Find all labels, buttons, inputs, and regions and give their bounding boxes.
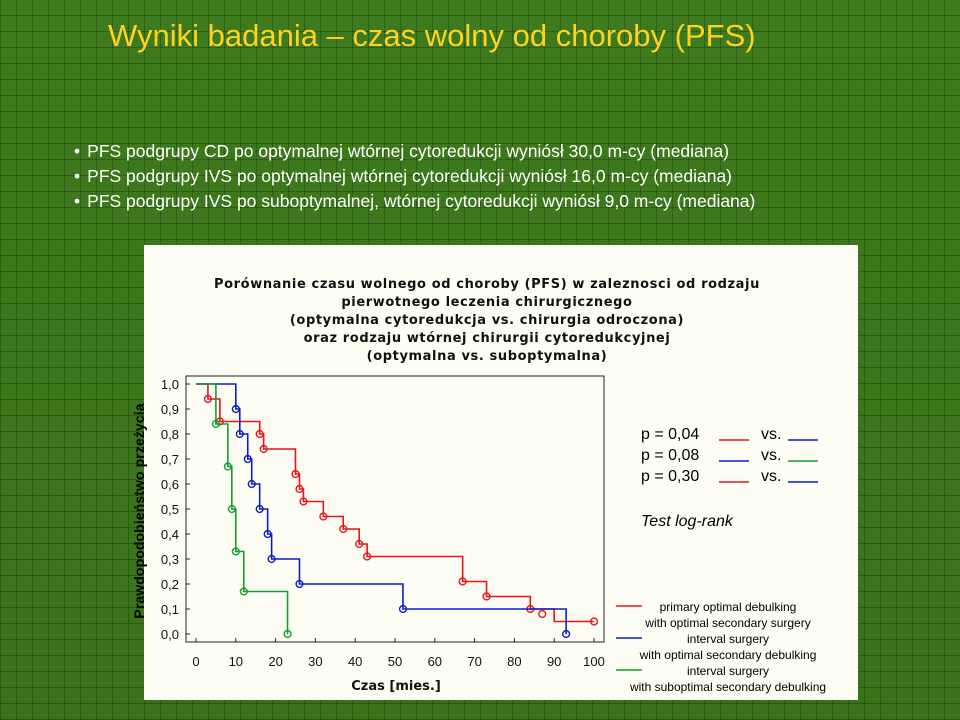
censor-marker bbox=[295, 484, 304, 494]
censor-marker bbox=[211, 419, 221, 429]
x-tick-label: 40 bbox=[348, 654, 362, 669]
censor-marker bbox=[538, 609, 547, 619]
y-tick-label: 0,7 bbox=[161, 452, 179, 467]
y-tick-label: 0,2 bbox=[161, 577, 179, 592]
censor-marker bbox=[398, 604, 408, 614]
y-tick-label: 0,6 bbox=[161, 477, 179, 492]
censor-marker bbox=[231, 547, 240, 556]
km-series bbox=[196, 383, 292, 639]
censor-marker bbox=[283, 629, 292, 639]
km-series bbox=[196, 383, 599, 626]
plot-frame bbox=[185, 375, 605, 643]
x-tick-label: 0 bbox=[192, 654, 199, 669]
p-value-text: p = 0,30 bbox=[641, 468, 699, 485]
x-tick-label: 60 bbox=[428, 654, 442, 669]
x-tick-label: 30 bbox=[308, 654, 322, 669]
slide-title: Wyniki badania – czas wolny od choroby (… bbox=[108, 18, 756, 53]
y-tick-label: 0,9 bbox=[161, 402, 179, 417]
y-tick-label: 0,3 bbox=[161, 552, 179, 567]
x-tick-label: 20 bbox=[268, 654, 282, 669]
log-rank-label: Test log-rank bbox=[641, 513, 734, 530]
x-axis-label: Czas [mies.] bbox=[351, 679, 441, 694]
censor-marker bbox=[223, 462, 232, 471]
x-tick-label: 70 bbox=[467, 654, 481, 669]
y-tick-label: 0,8 bbox=[161, 427, 179, 442]
censor-marker bbox=[589, 617, 599, 626]
chart-title-line: (optymalna cytoredukcja vs. chirurgia od… bbox=[290, 313, 684, 328]
x-axis-ticks: 0 10 20 30 40 50 60 70 80 90 100 bbox=[192, 638, 605, 669]
censor-marker bbox=[319, 512, 328, 521]
bullet-item: PFS podgrupy CD po optymalnej wtórnej cy… bbox=[74, 139, 755, 164]
censor-marker bbox=[235, 429, 244, 439]
x-tick-label: 10 bbox=[229, 654, 243, 669]
censor-marker bbox=[255, 504, 264, 514]
km-step-line bbox=[196, 383, 594, 623]
x-tick-label: 100 bbox=[583, 654, 605, 669]
vs-text: vs. bbox=[761, 447, 781, 464]
vs-text: vs. bbox=[761, 426, 781, 443]
legend-label: primary optimal debulking bbox=[660, 600, 797, 614]
y-tick-label: 1,0 bbox=[161, 377, 179, 392]
x-tick-label: 80 bbox=[507, 654, 521, 669]
censor-marker bbox=[259, 444, 268, 454]
chart-title-line: oraz rodzaju wtórnej chirurgii cytoreduk… bbox=[304, 331, 671, 346]
plot-border bbox=[185, 375, 605, 643]
y-axis-ticks: 0,0 0,1 0,2 0,3 0,4 0,5 0,6 0,7 0,8 0,9 1,0 bbox=[161, 377, 190, 642]
chart-panel bbox=[144, 245, 858, 700]
km-series bbox=[196, 383, 571, 639]
censor-marker bbox=[562, 629, 571, 639]
legend-label: interval surgery bbox=[687, 664, 769, 678]
legend-label: with suboptimal secondary debulking bbox=[629, 680, 826, 694]
x-tick-label: 50 bbox=[388, 654, 402, 669]
p-value-text: p = 0,08 bbox=[641, 447, 699, 464]
censor-marker bbox=[355, 539, 364, 549]
censor-marker bbox=[263, 529, 272, 539]
bullet-list: PFS podgrupy CD po optymalnej wtórnej cy… bbox=[74, 139, 755, 214]
censor-marker bbox=[339, 524, 348, 534]
km-step-line bbox=[196, 383, 567, 634]
censor-marker bbox=[482, 592, 491, 601]
y-tick-label: 0,1 bbox=[161, 602, 179, 617]
legend: primary optimal debulking with optimal se… bbox=[616, 600, 826, 694]
censor-marker bbox=[243, 454, 252, 464]
censor-marker bbox=[363, 552, 372, 561]
chart-title-line: pierwotnego leczenia chirurgicznego bbox=[341, 295, 632, 310]
censor-marker bbox=[227, 504, 236, 514]
stats-box: p = 0,04 vs. p = 0,08 vs. p = 0,30 vs. Test lo… bbox=[641, 426, 818, 530]
censor-marker bbox=[203, 394, 213, 404]
chart-title-line: (optymalna vs. suboptymalna) bbox=[367, 349, 608, 364]
chart-title-line: Porównanie czasu wolnego od choroby (PFS… bbox=[214, 277, 760, 292]
bullet-item: PFS podgrupy IVS po optymalnej wtórnej c… bbox=[74, 164, 755, 189]
vs-text: vs. bbox=[761, 468, 781, 485]
censor-marker bbox=[247, 479, 256, 489]
censor-marker bbox=[255, 429, 264, 439]
legend-label: with optimal secondary debulking bbox=[639, 648, 817, 662]
censor-marker bbox=[458, 577, 467, 586]
p-value-text: p = 0,04 bbox=[641, 426, 699, 443]
y-tick-label: 0,0 bbox=[161, 627, 179, 642]
legend-label: interval surgery bbox=[687, 632, 769, 646]
censor-marker bbox=[299, 497, 308, 506]
censor-marker bbox=[267, 554, 276, 564]
x-tick-label: 90 bbox=[547, 654, 561, 669]
series-layer bbox=[196, 383, 599, 639]
bullet-item: PFS podgrupy IVS po suboptymalnej, wtórn… bbox=[74, 189, 755, 214]
legend-label: with optimal secondary surgery bbox=[644, 616, 810, 630]
km-step-line bbox=[196, 383, 289, 634]
y-tick-label: 0,5 bbox=[161, 502, 179, 517]
censor-marker bbox=[291, 469, 300, 479]
censor-marker bbox=[295, 579, 304, 589]
censor-marker bbox=[239, 587, 248, 596]
y-tick-label: 0,4 bbox=[161, 527, 179, 542]
censor-marker bbox=[231, 404, 240, 414]
chart-title: Porównanie czasu wolnego od choroby (PFS… bbox=[214, 277, 760, 364]
